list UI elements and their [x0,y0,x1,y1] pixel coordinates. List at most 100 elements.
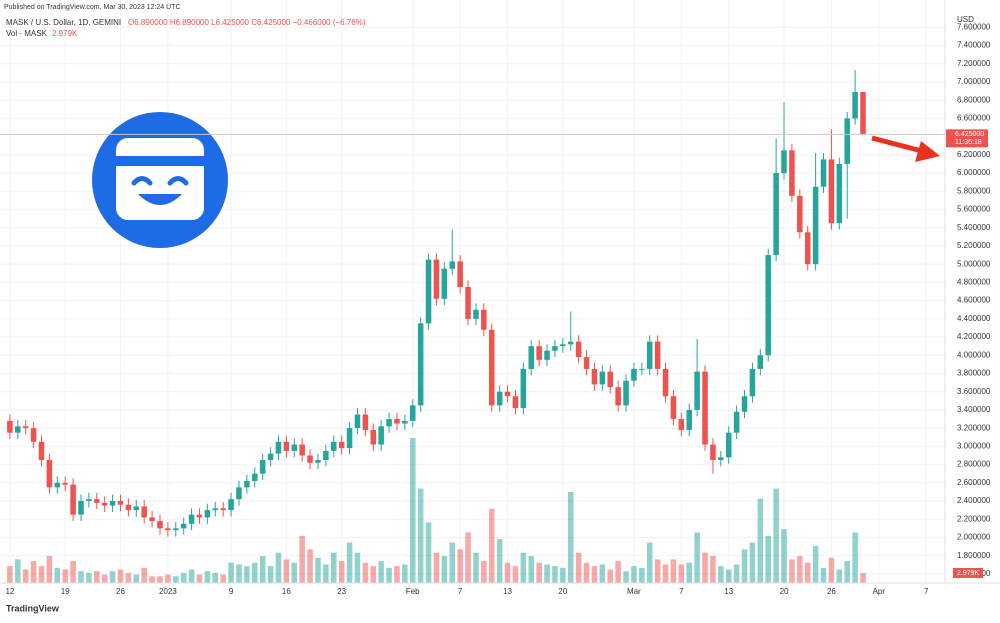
volume-bar [38,566,45,583]
volume-bar [749,542,756,583]
candle-body [259,460,266,474]
candle-body [204,510,211,518]
candle-body [362,414,369,430]
candle-body [125,504,132,511]
ohlc-legend: O6.890000 H6.890000 L6.425000 C6.425000 … [128,18,366,27]
volume-bar [54,567,61,583]
arrow-shaft [871,135,923,154]
volume-bar [117,569,124,583]
volume-bar [307,549,313,583]
volume-bar [639,567,645,583]
candle-body [844,118,850,164]
candle-body [860,92,866,135]
candle-body [520,368,527,409]
candle-body [228,499,234,511]
candle-body [741,396,748,412]
y-tick-label: 3.400000 [957,405,991,414]
volume-bar [662,564,669,583]
volume-bar [78,571,84,583]
volume-bar [228,562,234,583]
volume-bar [70,561,76,583]
candle-body [686,409,692,430]
volume-bar [781,529,787,583]
x-tick-label: 7 [924,587,929,596]
y-tick-label: 5.800000 [957,186,991,195]
volume-bar [46,556,53,583]
volume-bar [552,566,558,583]
candle-body [220,508,226,511]
volume-bar [504,562,511,583]
volume-bar [94,571,100,583]
volume-bar [694,532,700,583]
candle-body [117,501,124,505]
candle-body [607,371,613,388]
y-tick-label: 2.800000 [957,460,991,469]
volume-label: 2.979K [957,570,980,577]
candle-body [781,150,787,174]
volume-bar [812,545,819,583]
candle-body [78,501,84,515]
x-tick-label: 13 [503,587,512,596]
countdown: 11:35:18 [955,139,982,146]
candle-body [623,380,629,406]
candle-body [370,429,377,445]
candle-body [338,441,345,449]
y-tick-label: 7.400000 [957,41,991,50]
y-tick-label: 3.600000 [957,387,991,396]
volume-bar [433,552,440,583]
volume-bar [623,571,629,583]
candle-body [591,368,598,385]
volume-bar [173,576,179,583]
y-tick-label: 2.200000 [957,514,991,523]
candle-body [457,261,463,287]
candle-body [504,391,511,397]
volume-bar [236,564,242,583]
volume-bar [457,549,463,583]
volume-bar [204,571,211,583]
y-tick-label: 3.200000 [957,423,991,432]
candle-body [496,391,503,406]
volume-bar [409,438,416,583]
candle-body [165,528,171,531]
y-tick-label: 2.000000 [957,533,991,542]
volume-bar [646,542,653,583]
volume-bar [583,562,590,583]
candle-body [599,371,606,385]
x-tick-label: 7 [679,587,684,596]
candle-body [196,514,203,518]
volume-bar [844,561,850,583]
candle-body [425,259,432,324]
candle-body [662,368,669,397]
volume-bar [441,556,448,583]
candle-body [615,387,621,406]
candle-body [749,368,756,397]
published: Published on TradingView.com, Mar 30, 20… [4,4,181,11]
volume-bar [109,571,116,583]
candle-body [7,420,13,433]
volume-bar [141,567,147,583]
candle-body [836,163,843,224]
x-tick-label: 2023 [159,587,177,596]
volume-bar [654,559,661,583]
volume-bar [315,557,321,583]
candle-body [307,455,313,463]
candle-body [639,368,645,370]
y-tick-label: 1.800000 [957,551,991,560]
volume-bar [473,552,479,583]
candle-body [536,346,542,360]
volume-bar [22,569,29,583]
x-tick-label: 19 [61,587,70,596]
candle-body [299,444,305,456]
candle-body [141,506,147,518]
candle-body [528,346,535,369]
y-tick-label: 2.400000 [957,496,991,505]
y-tick-label: 6.200000 [957,150,991,159]
candle-body [631,368,637,381]
volume-bar [188,569,195,583]
volume-bar [275,552,282,583]
volume-bar [299,535,305,583]
y-tick-label: 6.600000 [957,114,991,123]
candle-body [267,453,274,461]
y-tick-label: 2.600000 [957,478,991,487]
candle-body [804,232,811,265]
